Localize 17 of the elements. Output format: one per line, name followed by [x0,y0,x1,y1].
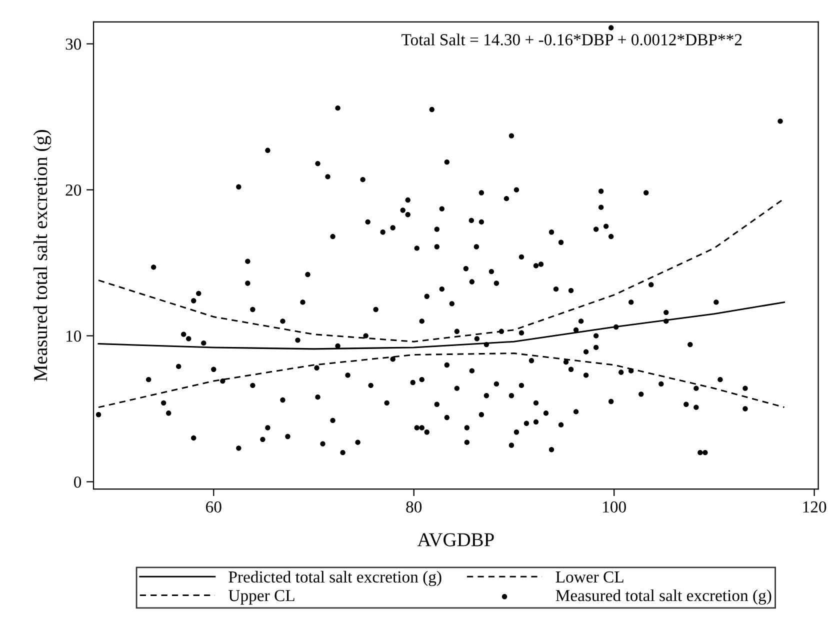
y-tick-label: 10 [66,330,82,342]
y-axis-title: Measured total salt excretion (g) [33,130,52,382]
x-tick-label: 100 [603,501,626,513]
annotation: Total Salt = 14.30 + -0.16*DBP + 0.0012*DBP**2 [402,34,742,46]
text: Measured total salt excretion (g) [556,589,772,605]
legend-label: Predicted total salt excretion (g) [228,570,442,586]
x-tick-label: 80 [406,501,422,513]
x-axis-title: AVGDBP [417,533,494,546]
legend-label: Lower CL [556,571,624,583]
y-tick-label: 20 [66,184,82,196]
legend-label: Upper CL [228,590,294,605]
y-tick-label: 30 [66,38,82,50]
line-series [98,301,786,350]
x-tick-label: 120 [803,501,826,513]
x-tick-label: 60 [206,501,222,513]
line-series [98,352,786,408]
y-tick-label: 0 [74,476,82,488]
